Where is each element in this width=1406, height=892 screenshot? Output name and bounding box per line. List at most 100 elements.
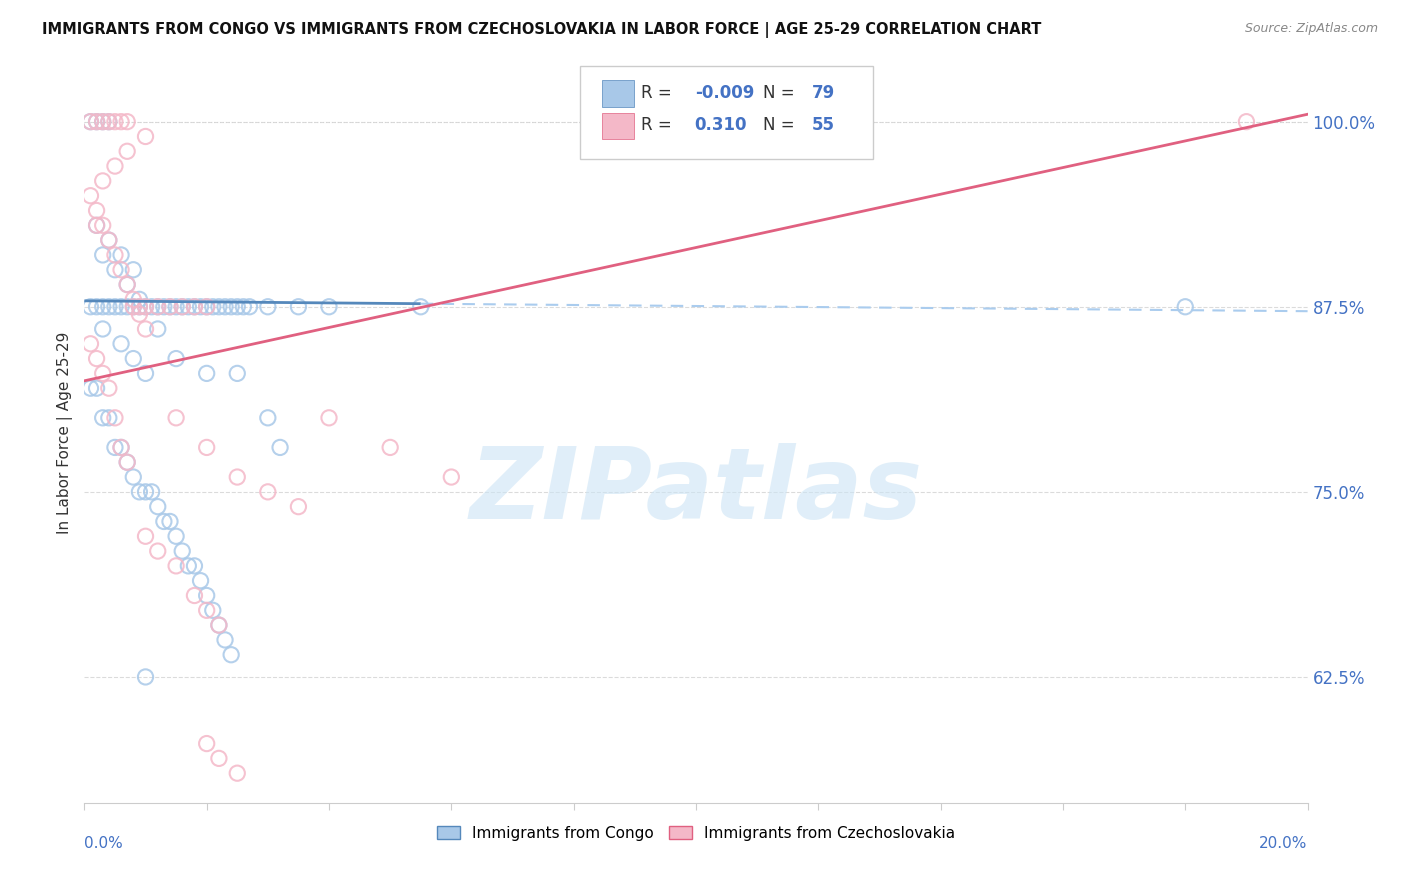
Point [214,300,236,314]
Point [86,351,108,366]
Point [380,441,402,455]
Point [183,300,205,314]
Point [287,300,309,314]
Point [177,300,200,314]
Point [172,300,194,314]
Point [165,410,187,425]
Point [122,262,145,277]
Point [110,114,132,128]
Point [135,367,157,381]
Point [128,300,150,314]
Point [128,293,150,307]
Point [172,544,194,558]
Point [153,300,176,314]
Point [257,300,280,314]
Point [318,410,340,425]
Point [226,300,249,314]
Point [159,300,181,314]
Point [115,455,138,469]
Point [128,307,150,321]
Point [97,233,120,247]
Point [159,300,181,314]
Point [195,737,218,751]
Text: Source: ZipAtlas.com: Source: ZipAtlas.com [1244,22,1378,36]
Point [135,484,157,499]
Text: ZIPatlas: ZIPatlas [470,443,922,541]
Point [141,300,163,314]
Legend: Immigrants from Congo, Immigrants from Czechoslovakia: Immigrants from Congo, Immigrants from C… [430,820,962,847]
Text: 0.310: 0.310 [695,116,747,135]
Point [195,300,218,314]
Point [104,300,127,314]
Point [232,300,254,314]
FancyBboxPatch shape [602,112,634,139]
Point [190,574,212,588]
Point [135,670,157,684]
Point [86,300,108,314]
Point [135,300,157,314]
Point [135,322,157,336]
Point [91,300,114,314]
Point [110,248,132,262]
Point [135,300,157,314]
Point [97,300,120,314]
Point [165,351,187,366]
Point [122,293,145,307]
Point [195,589,218,603]
Point [115,114,138,128]
Point [104,159,127,173]
Point [226,766,249,780]
Point [146,544,169,558]
Point [183,589,205,603]
Point [91,410,114,425]
Text: IMMIGRANTS FROM CONGO VS IMMIGRANTS FROM CZECHOSLOVAKIA IN LABOR FORCE | AGE 25-: IMMIGRANTS FROM CONGO VS IMMIGRANTS FROM… [42,22,1042,38]
Point [201,603,224,617]
Point [104,114,127,128]
Point [110,262,132,277]
Text: 55: 55 [813,116,835,135]
Point [115,300,138,314]
Point [201,300,224,314]
Point [287,500,309,514]
Point [79,114,101,128]
Point [257,410,280,425]
Point [318,300,340,314]
Point [409,300,432,314]
Point [104,441,127,455]
Point [110,441,132,455]
Text: 0.0%: 0.0% [84,836,124,851]
Point [165,558,187,573]
Point [153,515,176,529]
Point [165,529,187,543]
Text: 20.0%: 20.0% [1260,836,1308,851]
Point [97,381,120,395]
Point [91,367,114,381]
Point [1236,114,1258,128]
Point [115,145,138,159]
Point [97,114,120,128]
Point [91,174,114,188]
Point [115,277,138,292]
Point [208,618,231,632]
Point [115,277,138,292]
Point [79,300,101,314]
FancyBboxPatch shape [602,80,634,107]
Point [97,410,120,425]
Point [219,648,242,662]
Point [219,300,242,314]
Point [146,300,169,314]
Text: R =: R = [641,116,672,135]
Point [128,300,150,314]
Text: R =: R = [641,84,672,102]
Point [257,484,280,499]
Point [226,367,249,381]
Point [177,558,200,573]
Point [104,262,127,277]
Point [86,114,108,128]
Point [226,470,249,484]
Point [195,300,218,314]
Point [122,470,145,484]
Point [86,219,108,233]
Point [135,129,157,144]
Point [110,336,132,351]
